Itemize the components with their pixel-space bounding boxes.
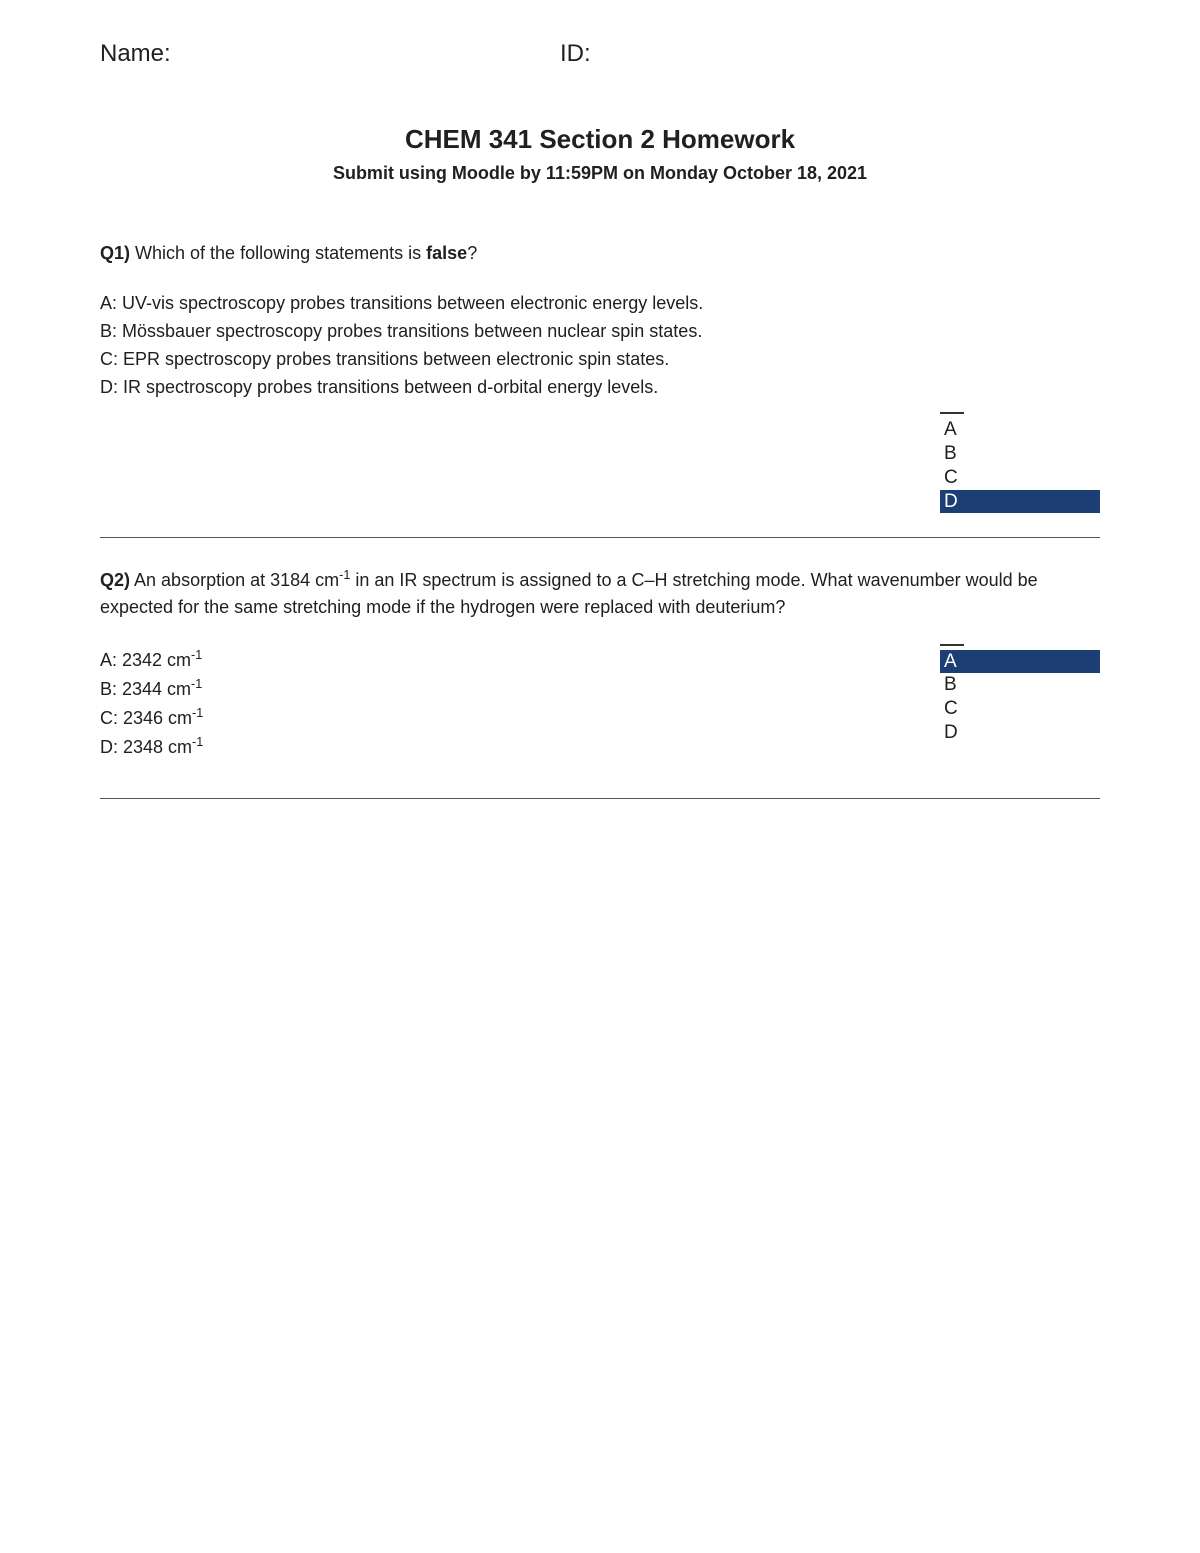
question-2: Q2) An absorption at 3184 cm-1 in an IR … [100,566,1100,774]
section-rule [100,798,1100,799]
page-title: CHEM 341 Section 2 Homework [100,124,1100,155]
q1-answer-option-d[interactable]: D [940,490,1100,514]
q2-number: Q2) [100,570,130,590]
q2-prompt-text: An absorption at 3184 cm-1 in an IR spec… [100,570,1038,616]
q1-answer-option-b[interactable]: B [940,442,1100,466]
q2-answer-option-d[interactable]: D [940,721,1100,745]
q1-choice-d: D: IR spectroscopy probes transitions be… [100,374,1100,400]
q1-emph: false [426,243,467,263]
q2-choice-d: D: 2348 cm-1 [100,733,940,760]
name-label: Name: [100,40,560,68]
answer-box-rule [940,644,964,646]
q1-answer-option-c[interactable]: C [940,466,1100,490]
q2-answer-box: ABCD [940,644,1100,745]
q2-answer-option-a[interactable]: A [940,650,1100,674]
q2-choice-c: C: 2346 cm-1 [100,704,940,731]
title-block: CHEM 341 Section 2 Homework Submit using… [100,124,1100,184]
q2-prompt: Q2) An absorption at 3184 cm-1 in an IR … [100,566,1100,619]
q1-choice-c: C: EPR spectroscopy probes transitions b… [100,346,1100,372]
q1-choices: A: UV-vis spectroscopy probes transition… [100,290,1100,400]
answer-box-rule [940,412,964,414]
q2-choice-a: A: 2342 cm-1 [100,646,940,673]
page-header: Name: ID: [100,40,1100,68]
id-label: ID: [560,40,591,68]
question-1: Q1) Which of the following statements is… [100,240,1100,513]
q1-prompt-before: Which of the following statements is [130,243,426,263]
q1-answer-box: ABCD [940,412,1100,513]
q2-choices: A: 2342 cm-1 B: 2344 cm-1 C: 2346 cm-1 D… [100,644,940,762]
section-rule [100,537,1100,538]
q1-number: Q1) [100,243,130,263]
page-subtitle: Submit using Moodle by 11:59PM on Monday… [100,163,1100,184]
q1-answer-option-a[interactable]: A [940,418,1100,442]
q1-prompt: Q1) Which of the following statements is… [100,240,1100,266]
q1-choice-a: A: UV-vis spectroscopy probes transition… [100,290,1100,316]
q2-choice-b: B: 2344 cm-1 [100,675,940,702]
q2-answer-option-c[interactable]: C [940,697,1100,721]
q2-answer-option-b[interactable]: B [940,673,1100,697]
q1-choice-b: B: Mössbauer spectroscopy probes transit… [100,318,1100,344]
q1-prompt-after: ? [467,243,477,263]
